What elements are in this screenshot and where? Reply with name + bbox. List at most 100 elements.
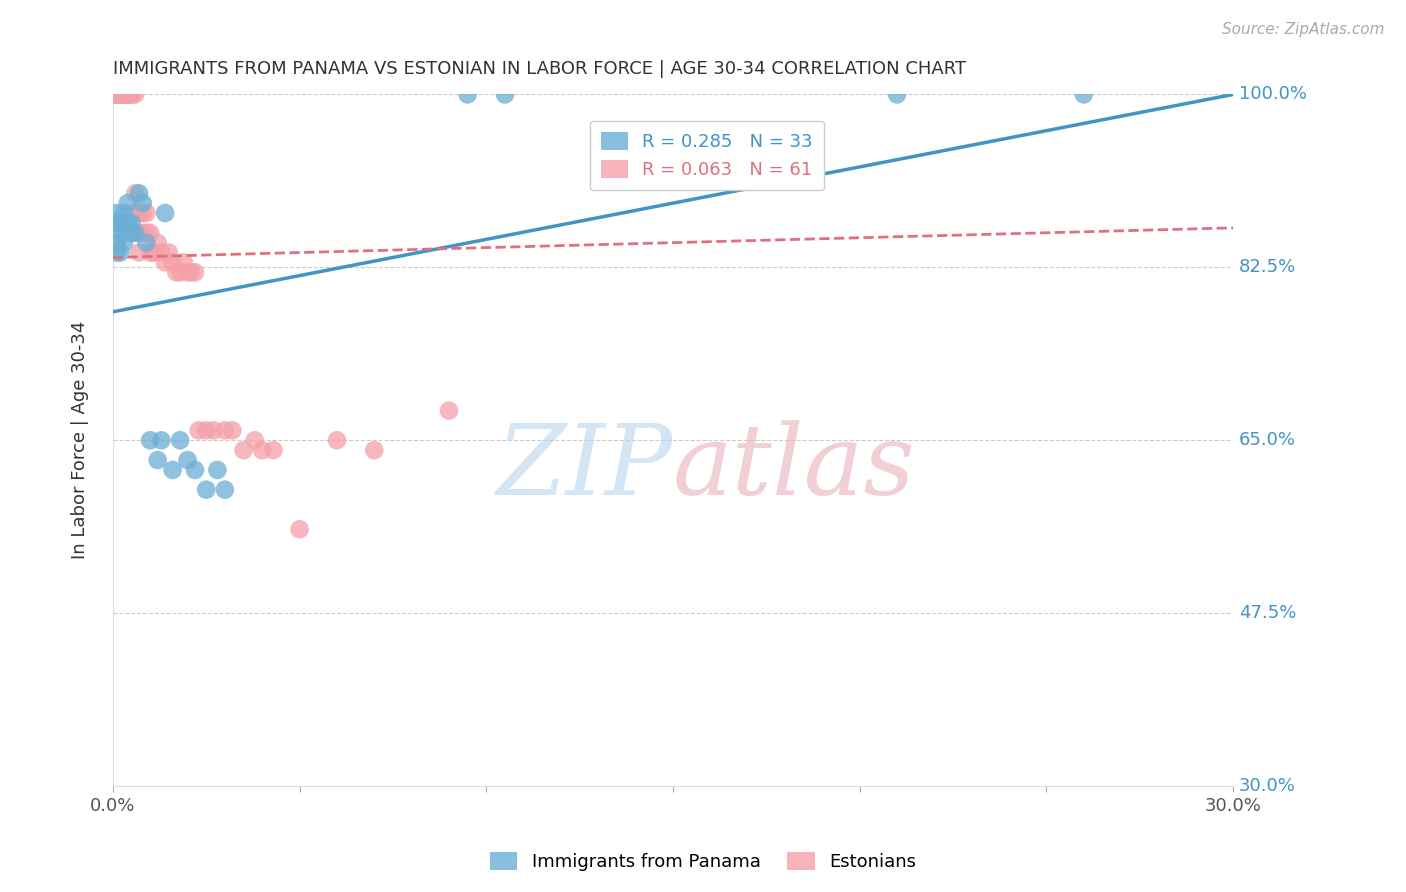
Point [121,87,143,102]
Point [437,403,460,417]
Point [110,216,132,230]
Text: 47.5%: 47.5% [1239,604,1296,623]
Text: 30.0%: 30.0% [1239,777,1296,795]
Text: 82.5%: 82.5% [1239,259,1296,277]
Point [110,87,132,102]
Point [146,453,169,467]
Point [112,87,135,102]
Point [176,453,198,467]
Point [457,87,479,102]
Point [886,87,908,102]
Point [184,463,207,477]
Point [121,87,143,102]
Point [139,434,162,448]
Point [180,265,202,279]
Point [157,245,180,260]
Point [128,186,150,201]
Point [105,87,128,102]
Point [117,196,139,211]
Point [262,443,284,458]
Point [112,235,135,250]
Point [112,206,135,220]
Point [150,245,173,260]
Point [132,206,155,220]
Point [121,226,143,240]
Point [117,87,139,102]
Point [162,255,184,269]
Text: IMMIGRANTS FROM PANAMA VS ESTONIAN IN LABOR FORCE | AGE 30-34 CORRELATION CHART: IMMIGRANTS FROM PANAMA VS ESTONIAN IN LA… [112,60,966,78]
Point [110,87,132,102]
Point [112,87,135,102]
Point [112,226,135,240]
Point [105,235,128,250]
Point [117,87,139,102]
Legend: Immigrants from Panama, Estonians: Immigrants from Panama, Estonians [482,845,924,879]
Legend: R = 0.285   N = 33, R = 0.063   N = 61: R = 0.285 N = 33, R = 0.063 N = 61 [589,120,824,190]
Point [117,87,139,102]
Point [153,206,176,220]
Point [105,245,128,260]
Point [288,522,311,536]
Point [124,206,146,220]
Text: ZIP: ZIP [496,420,673,516]
Point [112,87,135,102]
Point [128,245,150,260]
Point [162,463,184,477]
Point [363,443,385,458]
Point [169,265,191,279]
Point [150,434,173,448]
Point [105,206,128,220]
Point [117,216,139,230]
Point [195,483,218,497]
Point [139,245,162,260]
Point [173,255,195,269]
Point [221,424,243,438]
Point [124,226,146,240]
Point [207,463,229,477]
Point [112,87,135,102]
Point [110,226,132,240]
Point [176,265,198,279]
Point [112,87,135,102]
Point [105,87,128,102]
Point [105,87,128,102]
Point [132,196,155,211]
Point [195,424,218,438]
Point [128,226,150,240]
Point [112,87,135,102]
Y-axis label: In Labor Force | Age 30-34: In Labor Force | Age 30-34 [72,321,89,559]
Point [214,424,236,438]
Text: atlas: atlas [673,420,915,516]
Point [110,87,132,102]
Point [128,206,150,220]
Point [232,443,254,458]
Point [105,216,128,230]
Point [105,87,128,102]
Text: Source: ZipAtlas.com: Source: ZipAtlas.com [1222,22,1385,37]
Point [121,216,143,230]
Point [135,235,157,250]
Text: 65.0%: 65.0% [1239,432,1296,450]
Point [326,434,349,448]
Point [110,87,132,102]
Point [124,186,146,201]
Point [252,443,274,458]
Point [1073,87,1095,102]
Point [121,87,143,102]
Text: 100.0%: 100.0% [1239,86,1306,103]
Point [202,424,225,438]
Point [243,434,266,448]
Point [110,87,132,102]
Point [169,434,191,448]
Point [132,226,155,240]
Point [139,226,162,240]
Point [105,87,128,102]
Point [187,424,209,438]
Point [153,255,176,269]
Point [135,226,157,240]
Point [146,235,169,250]
Point [165,265,187,279]
Point [142,245,165,260]
Point [214,483,236,497]
Point [135,206,157,220]
